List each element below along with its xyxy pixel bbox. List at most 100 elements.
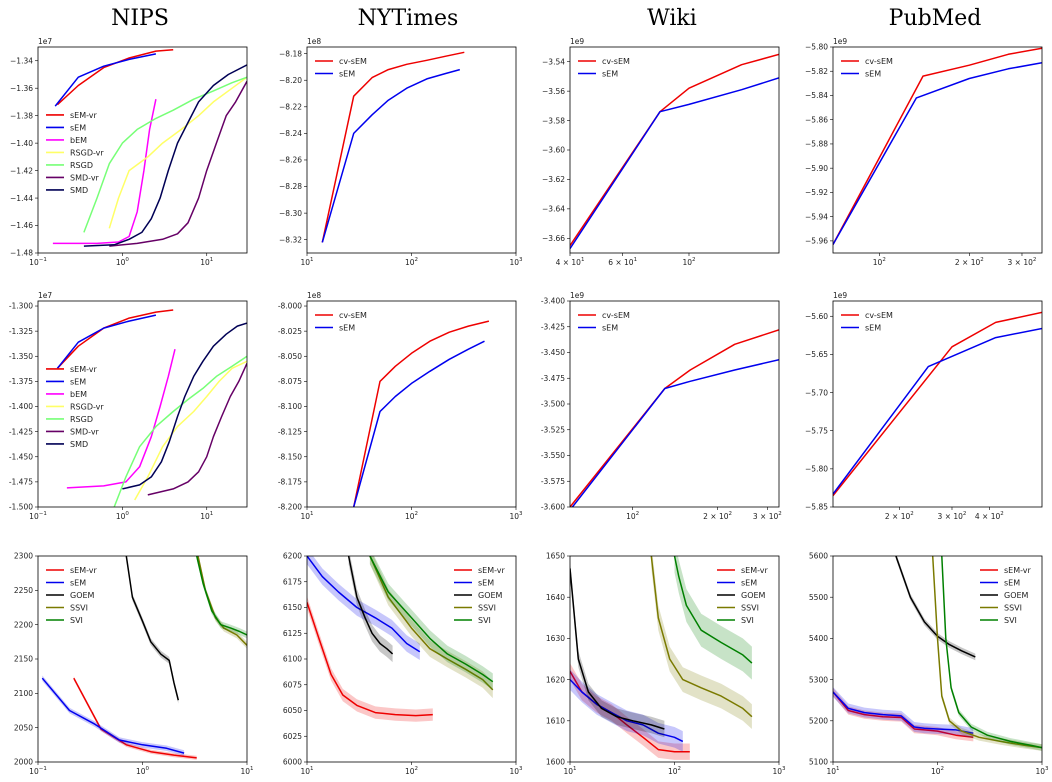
legend-label: SVI bbox=[478, 616, 491, 625]
legend-label: sEM bbox=[865, 324, 881, 333]
x-tick-label: 2 × 102 bbox=[885, 511, 914, 521]
y-tick-label: -1.350 bbox=[9, 352, 33, 361]
y-tick-label: −5.92 bbox=[805, 188, 828, 197]
series-line-SVI bbox=[673, 556, 753, 664]
y-tick-label: -8.075 bbox=[278, 377, 302, 386]
legend-label: RSGD-vr bbox=[70, 402, 104, 411]
series-group bbox=[833, 47, 1042, 245]
legend-label: sEM bbox=[70, 123, 86, 132]
series-line-GOEM bbox=[125, 556, 180, 701]
y-tick-label: −8.30 bbox=[279, 209, 302, 218]
y-tick-label: 1650 bbox=[546, 552, 565, 561]
series-line-SSVI bbox=[369, 556, 494, 691]
series-group bbox=[570, 556, 753, 760]
band-sEM-vr bbox=[570, 663, 690, 760]
legend: sEM-vr sEM GOEM SSVI SVI bbox=[46, 566, 98, 625]
chart-panels: 1e7 −1.48 −1.46 −1.44 −1.42 −1.40 −1.38 −1.36 −1… bbox=[9, 37, 1049, 776]
y-tick-label: −3.56 bbox=[542, 87, 565, 96]
chart-panel-wiki-1: 1e9 −3.66 −3.64 −3.62 −3.60 −3.58 −3.56 −3.54 4 … bbox=[542, 37, 780, 267]
x-tick-label: 4 × 101 bbox=[556, 257, 585, 267]
legend-label: sEM-vr bbox=[741, 566, 769, 575]
legend-label: sEM bbox=[741, 579, 757, 588]
series-line-SMD-vr bbox=[109, 80, 247, 247]
series-line-cv-sEM bbox=[833, 47, 1042, 245]
series-line-SMD-vr bbox=[147, 362, 247, 496]
band-GOEM bbox=[348, 556, 393, 663]
series-group bbox=[570, 53, 779, 250]
series-line-cv-sEM bbox=[570, 53, 779, 247]
chart-panel-nyt-3: 6000 6025 6050 6075 6100 6125 6150 6175 6200 101 1… bbox=[283, 552, 523, 776]
y-tick-label: −8.32 bbox=[279, 235, 302, 244]
x-tick-label: 102 bbox=[931, 766, 944, 776]
x-tick-label: 101 bbox=[300, 766, 313, 776]
series-group bbox=[352, 320, 490, 507]
legend-label: GOEM bbox=[478, 591, 503, 600]
series-group bbox=[41, 556, 247, 760]
y-tick-label: −1.34 bbox=[10, 56, 33, 65]
series-line-cv-sEM bbox=[833, 311, 1042, 497]
axis-multiplier: 1e9 bbox=[570, 37, 584, 46]
x-tick-label: 101 bbox=[300, 257, 313, 267]
series-group bbox=[307, 556, 494, 722]
legend-label: GOEM bbox=[1004, 591, 1029, 600]
legend-label: sEM-vr bbox=[70, 365, 98, 374]
y-tick-label: −5.84 bbox=[805, 91, 828, 100]
y-tick-label: -3.400 bbox=[541, 297, 565, 306]
series-line-cv-sEM bbox=[570, 329, 779, 507]
x-tick-label: 101 bbox=[826, 766, 839, 776]
series-line-sEM-vr bbox=[56, 309, 174, 369]
legend-label: sEM-vr bbox=[70, 566, 98, 575]
y-tick-label: −1.40 bbox=[10, 139, 33, 148]
x-tick-label: 100 bbox=[116, 257, 130, 267]
legend-label: RSGD bbox=[70, 415, 93, 424]
legend-label: cv-sEM bbox=[865, 311, 893, 320]
legend-label: sEM bbox=[602, 324, 618, 333]
series-line-GOEM bbox=[570, 568, 665, 730]
y-tick-label: 6025 bbox=[283, 732, 302, 741]
y-tick-label: −5.96 bbox=[805, 237, 828, 246]
y-tick-label: −5.60 bbox=[805, 312, 828, 321]
x-tick-label: 100 bbox=[136, 766, 150, 776]
y-tick-label: -1.475 bbox=[9, 478, 33, 487]
legend: cv-sEM sEM bbox=[315, 57, 367, 79]
band-sEM bbox=[42, 675, 185, 756]
legend: sEM-vr sEM GOEM SSVI SVI bbox=[980, 566, 1032, 625]
x-tick-label: 101 bbox=[200, 257, 213, 267]
chart-panel-wiki-2: 1e9 -3.600 -3.575 -3.550 -3.525 -3.500 -3.475 -… bbox=[541, 291, 782, 521]
y-tick-label: -3.425 bbox=[541, 322, 565, 331]
series-line-sEM bbox=[307, 556, 421, 653]
y-tick-label: −1.38 bbox=[10, 111, 33, 120]
series-line-sEM-vr bbox=[833, 691, 974, 739]
y-tick-label: −3.66 bbox=[542, 234, 565, 243]
x-tick-label: 3 × 102 bbox=[938, 511, 967, 521]
series-line-cv-sEM bbox=[321, 51, 465, 243]
y-tick-label: -3.525 bbox=[541, 425, 565, 434]
chart-panel-pubmed-1: 1e9 −5.96 −5.94 −5.92 −5.90 −5.88 −5.86 −5.84 −5… bbox=[805, 37, 1043, 267]
x-tick-label: 103 bbox=[1035, 766, 1049, 776]
legend: cv-sEM sEM bbox=[578, 57, 630, 79]
series-group bbox=[833, 311, 1042, 497]
col-title-pubmed: PubMed bbox=[889, 6, 982, 31]
series-line-SVI bbox=[369, 556, 494, 683]
legend-label: sEM bbox=[70, 579, 86, 588]
y-tick-label: -8.050 bbox=[278, 352, 302, 361]
legend: cv-sEM sEM bbox=[841, 311, 893, 333]
y-tick-label: 5200 bbox=[809, 717, 828, 726]
legend-label: SSVI bbox=[70, 604, 88, 613]
y-tick-label: 1600 bbox=[546, 758, 565, 767]
col-title-nytimes: NYTimes bbox=[358, 6, 459, 31]
x-tick-label: 3 × 102 bbox=[753, 511, 782, 521]
y-tick-label: 5400 bbox=[809, 634, 828, 643]
legend: sEM-vr sEM bEM RSGD-vr RSGD SMD-vr SMD bbox=[46, 111, 104, 195]
y-tick-label: -3.550 bbox=[541, 451, 565, 460]
series-line-sEM bbox=[833, 691, 974, 734]
series-line-bEM bbox=[52, 99, 157, 245]
y-tick-label: -1.425 bbox=[9, 427, 33, 436]
series-line-sEM bbox=[56, 314, 157, 369]
y-tick-label: −8.24 bbox=[279, 129, 302, 138]
y-tick-label: -1.300 bbox=[9, 302, 33, 311]
series-group bbox=[52, 48, 247, 247]
